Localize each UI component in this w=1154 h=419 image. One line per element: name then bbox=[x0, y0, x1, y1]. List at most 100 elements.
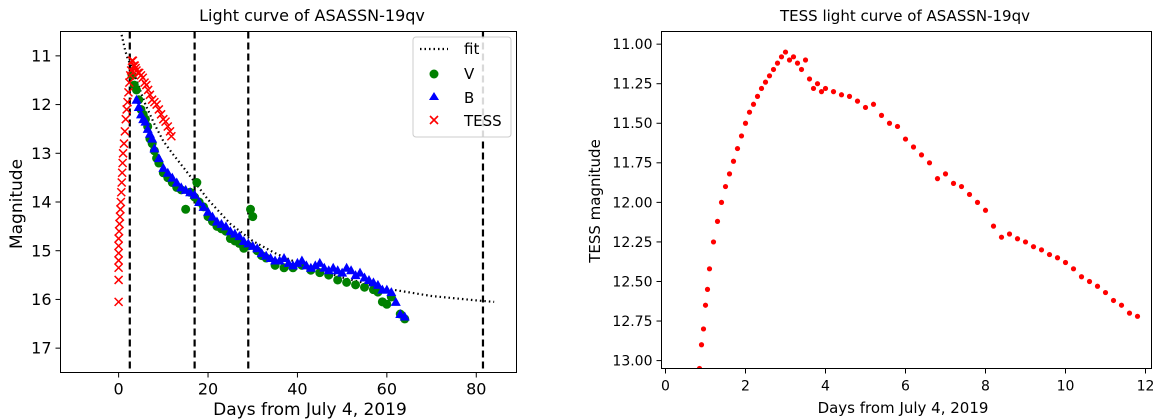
b-point bbox=[158, 162, 169, 172]
tess-magnitude-point bbox=[1046, 251, 1053, 258]
x-tick-label: 8 bbox=[981, 379, 990, 395]
b-point bbox=[133, 102, 144, 112]
tess-magnitude-point bbox=[802, 57, 809, 63]
tess-magnitude-point bbox=[766, 73, 773, 79]
tess-magnitude-point bbox=[1062, 259, 1069, 266]
tess-point bbox=[114, 263, 124, 273]
tess-magnitude-point bbox=[1022, 239, 1029, 245]
tess-magnitude-point bbox=[870, 101, 877, 107]
b-point bbox=[131, 94, 142, 104]
tess-point bbox=[115, 212, 125, 222]
legend-b-swatch bbox=[429, 92, 439, 100]
tess-magnitude-point bbox=[830, 89, 837, 95]
legend-fit-label: fit bbox=[464, 40, 479, 58]
tess-magnitude-point bbox=[730, 158, 737, 164]
tess-magnitude-point bbox=[718, 199, 725, 205]
tess-magnitude-point bbox=[794, 60, 801, 66]
tess-point bbox=[114, 241, 124, 251]
tess-magnitude-point bbox=[818, 89, 825, 95]
tess-magnitude-point bbox=[966, 191, 973, 198]
x-tick-label: 6 bbox=[901, 379, 910, 395]
tess-magnitude-point bbox=[774, 60, 781, 66]
y-tick-label: 11 bbox=[31, 46, 51, 65]
tess-point bbox=[145, 90, 155, 100]
tess-magnitude-point bbox=[854, 98, 861, 104]
b-point bbox=[189, 189, 200, 199]
b-point bbox=[252, 243, 263, 253]
b-point bbox=[153, 153, 164, 163]
b-point bbox=[167, 172, 178, 182]
y-tick-label: 12.25 bbox=[612, 235, 652, 251]
tess-magnitude-point bbox=[722, 183, 729, 190]
b-point bbox=[207, 211, 218, 221]
b-point bbox=[171, 177, 182, 187]
y-tick-label: 12 bbox=[31, 95, 51, 114]
right-plot-area bbox=[696, 49, 1141, 369]
b-point bbox=[399, 311, 410, 321]
left-plot-area bbox=[114, 31, 495, 373]
tess-magnitude-point bbox=[806, 76, 813, 82]
b-point bbox=[279, 253, 290, 263]
tess-magnitude-point bbox=[1070, 266, 1077, 272]
x-tick-label: 2 bbox=[741, 379, 750, 395]
tess-magnitude-point bbox=[862, 104, 869, 111]
tess-point bbox=[138, 73, 148, 83]
tess-point bbox=[114, 248, 124, 258]
b-point bbox=[372, 279, 383, 289]
tess-point bbox=[115, 204, 125, 214]
v-point bbox=[342, 277, 352, 287]
tess-point bbox=[116, 197, 126, 207]
tess-magnitude-point bbox=[738, 133, 745, 139]
tess-magnitude-point bbox=[726, 171, 733, 177]
tess-magnitude-point bbox=[782, 49, 789, 55]
tess-point bbox=[152, 100, 162, 110]
y-tick-label: 13.00 bbox=[612, 353, 652, 369]
left-x-axis-label: Days from July 4, 2019 bbox=[213, 400, 407, 419]
left-axes-frame bbox=[60, 31, 517, 373]
v-point bbox=[181, 204, 191, 214]
tess-magnitude-point bbox=[974, 199, 981, 205]
tess-point bbox=[130, 61, 140, 71]
tess-magnitude-point bbox=[706, 266, 713, 272]
tess-magnitude-point bbox=[762, 79, 769, 85]
right-y-axis-label: TESS magnitude bbox=[586, 139, 604, 264]
left-y-axis-label: Magnitude bbox=[7, 159, 27, 249]
tess-magnitude-point bbox=[696, 365, 703, 369]
tess-magnitude-point bbox=[1006, 231, 1013, 237]
tess-magnitude-point bbox=[700, 326, 707, 332]
tess-magnitude-point bbox=[998, 234, 1005, 240]
v-point bbox=[351, 280, 361, 290]
v-point bbox=[192, 178, 202, 188]
tess-point bbox=[141, 80, 151, 90]
tess-magnitude-point bbox=[1086, 278, 1093, 285]
x-tick-label: 20 bbox=[198, 380, 218, 399]
b-point bbox=[292, 257, 303, 267]
tess-point bbox=[143, 85, 153, 95]
tess-magnitude-point bbox=[982, 207, 989, 213]
tess-magnitude-point bbox=[838, 92, 845, 98]
y-tick-label: 11.00 bbox=[612, 37, 652, 53]
tess-magnitude-point bbox=[814, 81, 821, 87]
tess-magnitude-point bbox=[894, 123, 901, 130]
tess-magnitude-point bbox=[758, 85, 765, 92]
b-point bbox=[287, 260, 298, 270]
x-tick-label: 4 bbox=[821, 379, 830, 395]
tess-point bbox=[156, 109, 166, 119]
tess-magnitude-point bbox=[926, 160, 933, 166]
tess-magnitude-point bbox=[934, 176, 941, 182]
tess-magnitude-point bbox=[746, 109, 753, 115]
b-point bbox=[350, 270, 361, 280]
x-tick-label: 40 bbox=[287, 380, 307, 399]
right-x-ticks: 0 2 4 6 8 10 12 bbox=[661, 368, 1154, 395]
x-tick-label: 12 bbox=[1137, 379, 1154, 395]
tess-point bbox=[118, 158, 128, 168]
tess-magnitude-point bbox=[786, 57, 793, 63]
tess-magnitude-point bbox=[798, 66, 805, 73]
b-point bbox=[355, 267, 366, 277]
b-point bbox=[310, 260, 321, 270]
tess-magnitude-point bbox=[742, 120, 749, 126]
tess-magnitude-point bbox=[702, 302, 709, 308]
tess-point bbox=[114, 297, 124, 307]
tess-magnitude-point bbox=[714, 218, 721, 224]
tess-point bbox=[121, 114, 131, 124]
